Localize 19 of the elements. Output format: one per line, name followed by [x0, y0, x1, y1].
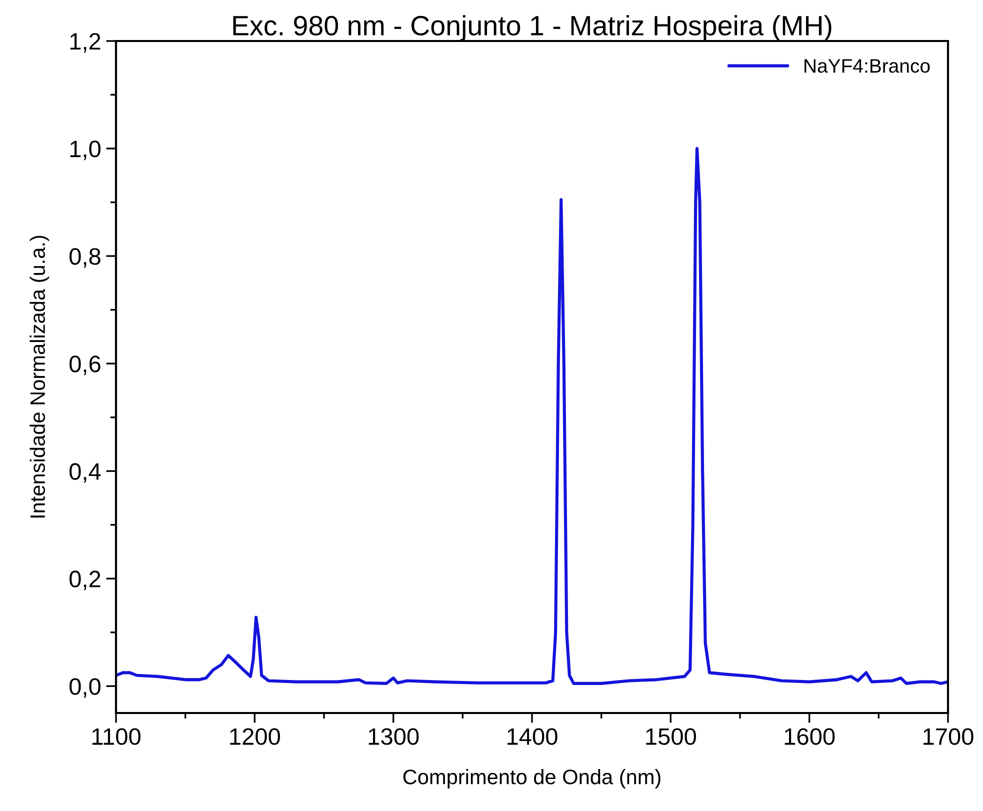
- y-tick-label: 0,8: [70, 248, 100, 268]
- line-series: [116, 146, 948, 685]
- x-tick-label: 1500: [646, 728, 696, 745]
- x-tick-label: 1400: [508, 728, 558, 745]
- y-tick-label: 0,4: [70, 463, 101, 483]
- y-tick-label: 1,0: [70, 140, 100, 160]
- chart-title: Exc. 980 nm - Conjunto 1 - Matriz Hospeira (MH): [233, 15, 832, 41]
- x-tick-label: 1300: [368, 728, 419, 745]
- y-tick-label: 1,2: [70, 33, 100, 53]
- x-tick-label: 1700: [924, 728, 974, 745]
- y-tick-label: 0,6: [70, 356, 100, 376]
- x-tick-label: 1100: [92, 728, 140, 745]
- y-tick-label: 0,2: [70, 570, 100, 590]
- y-tick-label: 0,0: [70, 678, 100, 698]
- y-axis-title: Intensidade Normalizada (u.a.): [30, 236, 50, 518]
- x-tick-label: 1600: [784, 728, 835, 745]
- x-axis-title: Comprimento de Onda (nm): [403, 769, 660, 788]
- x-tick-label: 1200: [230, 728, 280, 745]
- legend-label: NaYF4:Branco: [804, 59, 930, 73]
